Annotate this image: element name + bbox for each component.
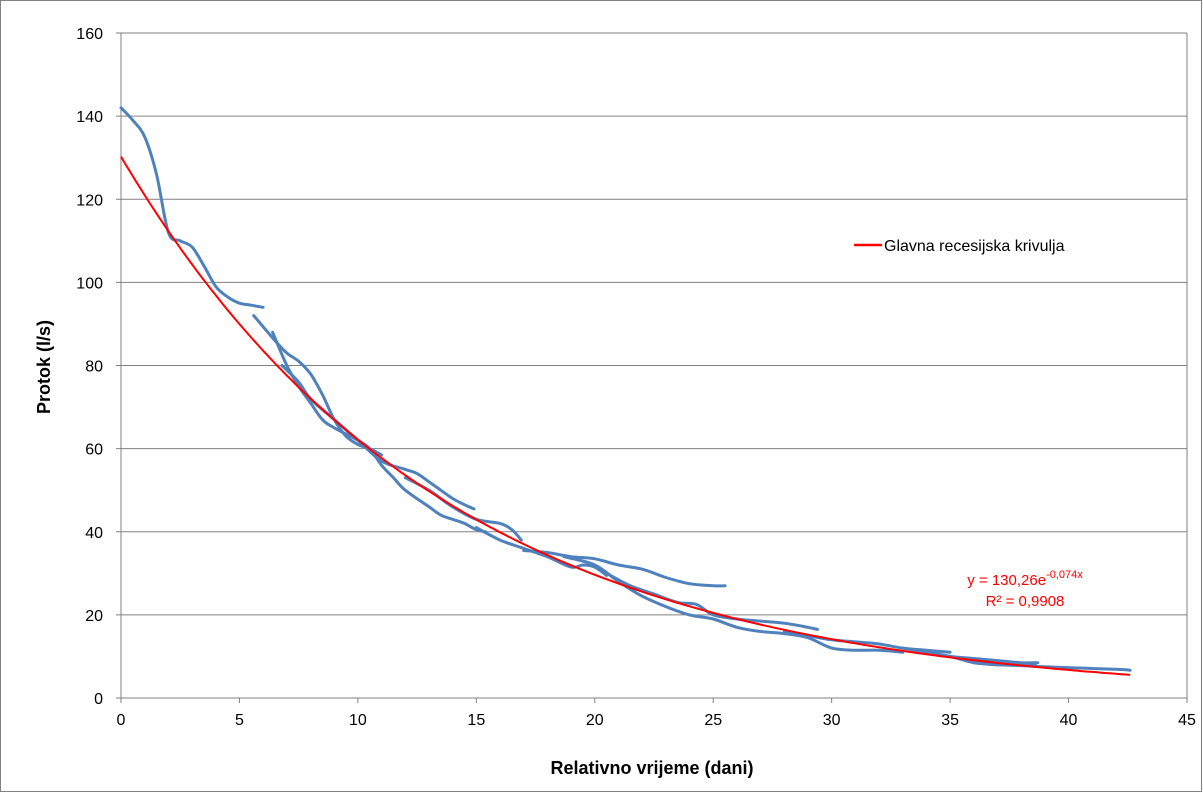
x-tick-label: 5 [235,712,244,729]
legend-label-fit: Glavna recesijska krivulja [884,238,1065,255]
x-tick-label: 45 [1178,712,1196,729]
y-tick-label: 160 [76,26,103,43]
y-tick-label: 40 [85,525,103,542]
y-tick-label: 20 [85,608,103,625]
y-tick-label: 100 [76,275,103,292]
observed-recession-segment-12 [924,650,1040,665]
equation-label: y = 130,26e-0,074x [967,569,1083,589]
y-axis-label: Protok (l/s) [34,320,54,414]
x-axis-label: Relativno vrijeme (dani) [550,758,753,778]
legend: Glavna recesijska krivulja [854,238,1065,255]
y-tick-label: 60 [85,442,103,459]
y-tick-label: 80 [85,359,103,376]
x-tick-label: 20 [586,712,604,729]
fit-curve-line [120,156,1131,676]
x-tick-label: 0 [117,712,126,729]
observed-recession-segment-2 [252,314,384,457]
y-tick-label: 140 [76,109,103,126]
observed-recession-segment-6 [474,526,609,577]
x-tick-label: 40 [1060,712,1078,729]
r-squared-label: R² = 0,9908 [986,593,1065,610]
fit-equation-annotation: y = 130,26e-0,074x R² = 0,9908 [967,569,1083,610]
x-tick-label: 30 [823,712,841,729]
observed-recession-segment-1 [119,106,265,309]
gridlines [121,32,1187,616]
tick-labels: 0 20 40 60 80 100 120 140 160 0 5 10 15 20 25 30 35 40 45 [76,26,1196,729]
y-tick-label: 0 [94,691,103,708]
equation-exponent: -0,074x [1046,569,1083,581]
observed-recession-segment-3 [271,330,488,534]
observed-recession-segment-9 [605,571,819,631]
observed-recession-segment-13 [972,661,1132,672]
equation-base: y = 130,26e [967,572,1046,589]
x-tick-label: 25 [704,712,722,729]
axes [116,32,1188,703]
x-tick-label: 10 [349,712,367,729]
fit-curve-group [120,156,1131,676]
y-tick-label: 120 [76,192,103,209]
x-tick-label: 35 [941,712,959,729]
observed-recession-segment-7 [522,549,727,588]
x-tick-label: 15 [467,712,485,729]
